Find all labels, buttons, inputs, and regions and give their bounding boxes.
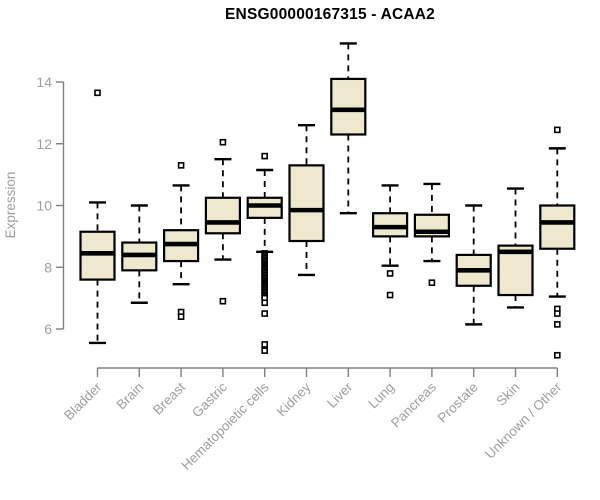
boxplot-lung <box>372 184 409 299</box>
x-tick-label-liver: Liver <box>324 379 356 411</box>
boxplot-liver <box>330 42 367 215</box>
outlier-point <box>386 270 394 277</box>
iqr-box <box>204 196 241 235</box>
boxplot-pancreas <box>413 182 450 286</box>
boxplot-kidney <box>288 124 325 277</box>
outlier-point <box>553 351 561 359</box>
x-tick-label-breast: Breast <box>150 379 188 417</box>
iqr-box <box>246 196 283 219</box>
outlier-point <box>261 152 269 160</box>
outlier-point <box>94 89 101 97</box>
boxplot-gastric <box>204 138 241 305</box>
x-tick-label-pancreas: Pancreas <box>388 379 439 430</box>
iqr-box <box>330 77 367 136</box>
iqr-box <box>79 230 116 281</box>
y-axis: 6 8 10 12 14 <box>36 74 65 337</box>
y-tick-label: 12 <box>36 136 52 152</box>
outlier-point <box>261 310 269 317</box>
outlier-point <box>553 310 561 317</box>
outlier-point <box>261 347 269 354</box>
outlier-point <box>386 291 394 299</box>
boxplot-hematopoietic-cells <box>246 152 283 354</box>
x-tick-label-bladder: Bladder <box>61 379 105 423</box>
y-tick-label: 10 <box>36 198 52 214</box>
boxplot-bladder <box>79 89 116 345</box>
outlier-point <box>219 138 227 146</box>
outlier-point <box>219 297 227 305</box>
iqr-box <box>288 164 325 243</box>
x-tick-label-skin: Skin <box>493 380 522 409</box>
y-tick-label: 8 <box>44 259 52 275</box>
x-tick-label-prostate: Prostate <box>435 380 481 426</box>
boxplot-unknown-other <box>539 126 576 359</box>
boxplot-breast <box>163 162 200 320</box>
y-tick-label: 6 <box>44 321 52 337</box>
boxplot-skin <box>497 187 534 309</box>
y-tick-label: 14 <box>36 74 52 90</box>
iqr-box <box>372 212 409 238</box>
iqr-box <box>539 204 576 250</box>
x-tick-label-kidney: Kidney <box>274 379 314 419</box>
outlier-point <box>261 341 269 348</box>
chart-title: ENSG00000167315 - ACAA2 <box>225 6 435 23</box>
outlier-point <box>553 126 561 134</box>
y-axis-label: Expression <box>3 171 18 239</box>
x-tick-label-brain: Brain <box>114 380 147 413</box>
outlier-point <box>261 299 269 307</box>
x-tick-label-gastric: Gastric <box>189 379 230 420</box>
outlier-point <box>428 279 436 286</box>
boxplot-prostate <box>455 204 492 326</box>
x-tick-label-unknown-other: Unknown / Other <box>482 379 565 462</box>
outlier-point <box>177 313 185 320</box>
outlier-point <box>177 162 185 169</box>
outlier-point <box>553 321 561 328</box>
x-tick-label-lung: Lung <box>365 380 397 412</box>
boxplot-brain <box>121 204 158 304</box>
